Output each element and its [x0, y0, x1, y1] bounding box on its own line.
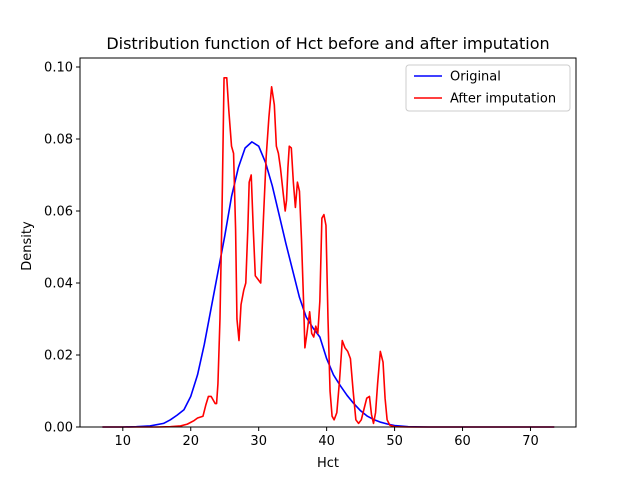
- y-tick-label: 0.04: [44, 277, 73, 292]
- x-tick-label: 60: [454, 434, 471, 449]
- y-tick-label: 0.02: [44, 349, 73, 364]
- plot-frame: [79, 57, 577, 428]
- series-line-0: [102, 141, 555, 428]
- x-tick-label: 10: [115, 434, 132, 449]
- x-axis: 10 20 30 40 50 60 70: [115, 427, 539, 449]
- chart-title: Distribution function of Hct before and …: [106, 34, 549, 53]
- y-tick-label: 0.06: [44, 205, 73, 220]
- legend: Original After imputation: [405, 64, 571, 112]
- legend-box: [405, 64, 571, 112]
- plot-area: [102, 77, 555, 428]
- legend-label-1: After imputation: [450, 92, 556, 107]
- x-tick-label: 50: [386, 434, 403, 449]
- y-tick-label: 0.10: [44, 61, 73, 76]
- y-tick-label: 0.00: [44, 421, 73, 436]
- y-axis-label: Density: [20, 221, 35, 271]
- series-line-1: [102, 77, 555, 428]
- x-tick-label: 70: [522, 434, 539, 449]
- x-tick-label: 40: [318, 434, 335, 449]
- x-axis-label: Hct: [317, 456, 339, 471]
- x-tick-label: 30: [250, 434, 267, 449]
- legend-label-0: Original: [450, 70, 501, 85]
- y-tick-label: 0.08: [44, 133, 73, 148]
- x-tick-label: 20: [182, 434, 199, 449]
- y-axis: 0.00 0.02 0.04 0.06 0.08 0.10: [44, 61, 80, 436]
